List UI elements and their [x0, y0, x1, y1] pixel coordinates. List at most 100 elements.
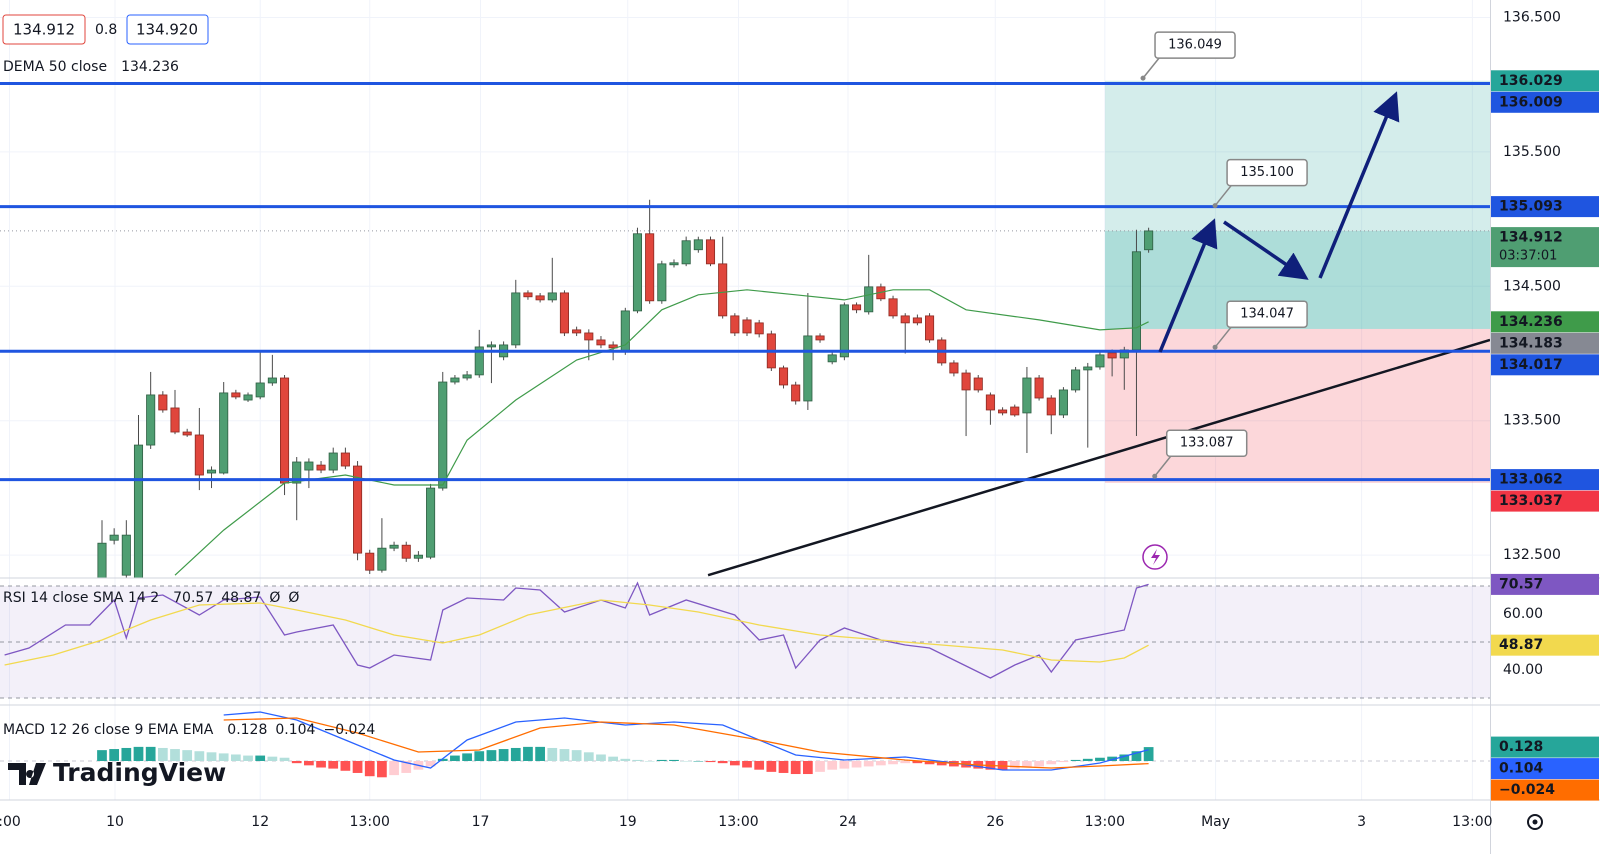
histogram-bar [450, 755, 460, 761]
x-tick-label: 13:00 [1452, 814, 1492, 830]
price-tag-label: 135.093 [1499, 199, 1563, 215]
candle-body [328, 452, 338, 471]
candle-body [523, 292, 533, 298]
x-tick-label: 13:00 [350, 814, 390, 830]
candle-body [365, 552, 375, 571]
x-tick-label: 19 [619, 814, 637, 830]
price-tag [1491, 354, 1599, 376]
candle-body [1107, 352, 1117, 359]
histogram-bar [109, 749, 120, 761]
candle-body [462, 374, 472, 379]
histogram-bar [316, 760, 326, 768]
candle-body [705, 239, 716, 265]
candle-body [852, 304, 862, 311]
histogram-bar [1107, 756, 1117, 761]
histogram-bar [255, 755, 266, 761]
price-tag [1491, 70, 1599, 92]
histogram-bar [559, 749, 570, 761]
candle-body [1034, 377, 1044, 399]
y-tick-label: 40.00 [1503, 662, 1543, 678]
ask-price: 134.920 [136, 21, 198, 39]
candle-body [97, 542, 107, 578]
price-tag [1491, 573, 1599, 595]
candle-body [1071, 369, 1081, 391]
position-profit-zone [1105, 80, 1490, 329]
price-tag-label: 133.037 [1499, 493, 1563, 509]
histogram-bar [510, 747, 521, 761]
histogram-bar [389, 760, 399, 776]
candle-body [353, 465, 363, 554]
callout-anchor [1140, 75, 1146, 81]
trendline [707, 338, 1490, 577]
price-tag [1491, 196, 1599, 218]
candle-body [413, 554, 423, 559]
histogram-bar [827, 760, 838, 770]
callout-box [1154, 31, 1236, 59]
histogram-bar [1143, 747, 1154, 761]
candle-body [194, 434, 204, 476]
bid-price: 134.912 [13, 21, 75, 39]
candle-body [304, 461, 314, 471]
price-tag [1491, 311, 1599, 333]
histogram-bar [328, 760, 339, 769]
histogram-bar [230, 754, 241, 761]
legend-value: 0.128 [227, 722, 267, 738]
candle-body [791, 384, 801, 402]
candle-body [888, 298, 898, 317]
legend-title: RSI 14 close SMA 14 2 [3, 590, 159, 606]
histogram-bar [571, 750, 582, 761]
histogram-bar [535, 746, 545, 761]
histogram-bar [693, 760, 704, 762]
histogram-bar [705, 760, 716, 763]
candle-body [949, 362, 959, 374]
candle-body [389, 544, 399, 549]
histogram-bar [206, 752, 217, 761]
histogram-bar [170, 749, 180, 761]
x-tick-label: 26 [986, 814, 1004, 830]
gear[interactable] [1527, 814, 1543, 830]
price-tag [1491, 490, 1599, 512]
candle-body [1010, 406, 1020, 416]
countdown: 03:37:01 [1499, 249, 1557, 264]
candle-body [827, 354, 837, 363]
series-line [4, 581, 1149, 679]
spread: 0.8 [95, 22, 117, 38]
histogram-bar [437, 758, 448, 761]
candle-body [864, 286, 874, 313]
price-tag [1491, 469, 1599, 491]
histogram-bar [1058, 760, 1069, 763]
callout-anchor [1212, 203, 1218, 209]
candle-body [584, 332, 594, 341]
legend-title: DEMA 50 close [3, 59, 107, 75]
candle-body [377, 547, 387, 571]
histogram-bar [754, 760, 765, 770]
price-tag-label: 136.029 [1499, 73, 1563, 89]
y-tick-label: 132.500 [1503, 547, 1561, 563]
price-tag-label: 134.183 [1499, 335, 1563, 351]
candle-body [109, 534, 119, 541]
histogram-bar [766, 760, 777, 772]
histogram-bar [888, 760, 898, 765]
candle-body [255, 382, 265, 398]
price-tag-label: 134.912 [1499, 230, 1563, 246]
candle-body [742, 319, 752, 334]
candle-body [973, 377, 983, 391]
x-tick-label: 24 [839, 814, 857, 830]
candle-body [1046, 397, 1056, 416]
y-tick-label: 136.500 [1503, 9, 1561, 25]
settings-icon[interactable] [1527, 814, 1543, 830]
macd-pane [97, 711, 1154, 778]
candle-body [450, 377, 460, 383]
candle-body [754, 322, 764, 335]
histogram-bar [717, 760, 728, 764]
price-tag [1491, 227, 1599, 268]
histogram-bar [1119, 754, 1130, 761]
candle-body [426, 487, 436, 558]
y-tick-label: 60.00 [1503, 606, 1543, 622]
candle-body [693, 239, 703, 251]
candle-body [669, 262, 679, 266]
price-tag [1491, 91, 1599, 113]
histogram-bar [1131, 751, 1142, 761]
